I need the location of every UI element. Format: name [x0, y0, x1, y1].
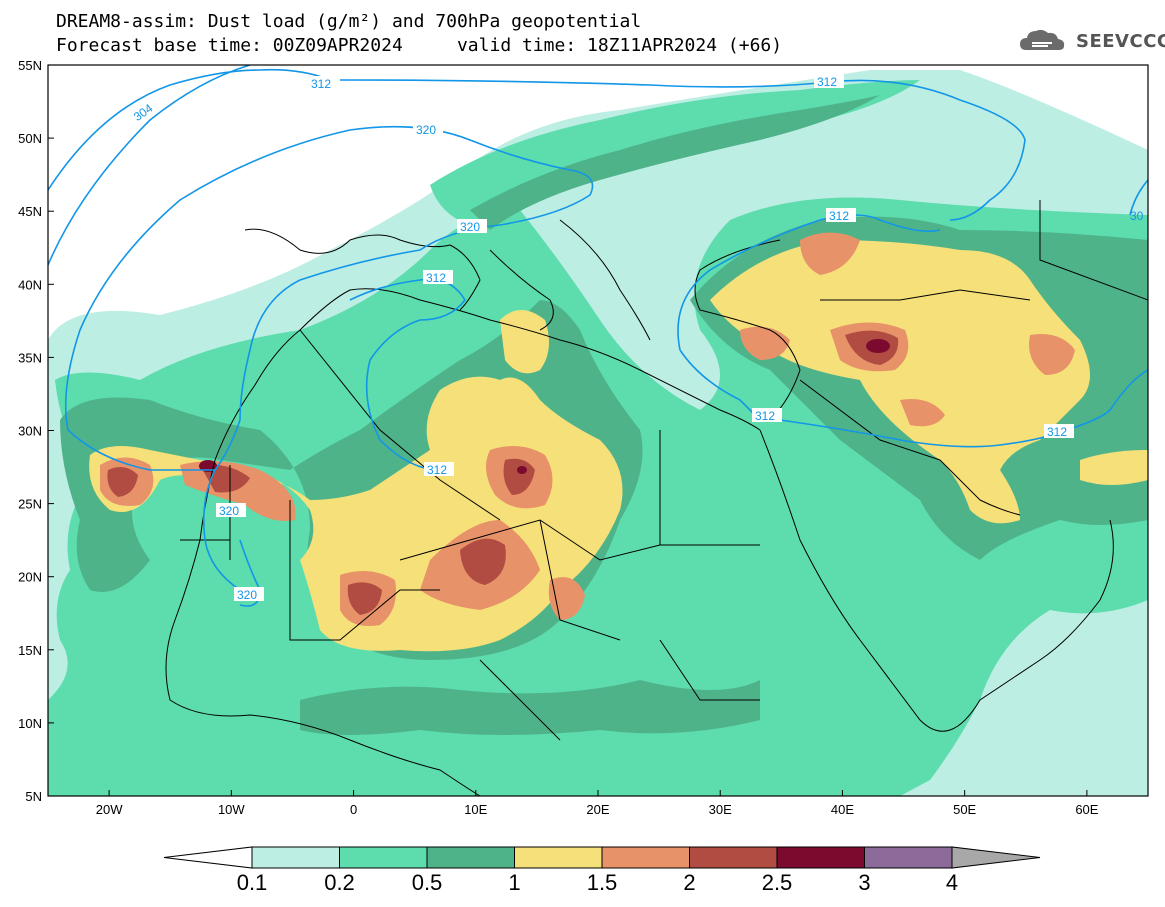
dust-band-europe-dark	[470, 95, 880, 230]
colorbar	[163, 846, 1041, 869]
colorbar-label: 0.2	[324, 870, 355, 895]
contour-label: 312	[829, 209, 849, 223]
lon-tick-label: 20E	[586, 802, 609, 817]
lon-tick-label: 0	[350, 802, 357, 817]
dust-level-1.5-k	[900, 399, 945, 427]
contour-label: 320	[219, 504, 239, 518]
contour-label-box: 312	[308, 76, 338, 91]
dust-band-east	[720, 130, 860, 190]
map-title: DREAM8-assim: Dust load (g/m²) and 700hP…	[56, 11, 642, 32]
lat-tick-label: 20N	[18, 570, 42, 585]
dust-level-2-d	[460, 538, 506, 585]
contour-label: 312	[1047, 425, 1067, 439]
forecast-time-line: Forecast base time: 00Z09APR2024 valid t…	[56, 35, 783, 56]
lon-tick-label: 30E	[709, 802, 732, 817]
colorbar-label: 2.5	[761, 870, 793, 895]
lon-tick-label: 40E	[831, 802, 854, 817]
cloud-icon	[1020, 29, 1065, 50]
lon-tick-label: 60E	[1075, 802, 1098, 817]
colorbar-segment	[339, 846, 428, 869]
contour-label: 320	[237, 588, 257, 602]
colorbar-label: 3	[858, 870, 871, 895]
dust-level-1-oman	[1080, 450, 1148, 485]
contour-label: 30	[1130, 209, 1144, 223]
colorbar-label: 1	[508, 870, 521, 895]
contour-label: 312	[817, 75, 837, 89]
lon-tick-label: 10W	[218, 802, 245, 817]
colorbar-segment	[251, 846, 340, 869]
lat-tick-label: 45N	[18, 204, 42, 219]
colorbar-segment	[689, 846, 778, 869]
colorbar-label: 4	[945, 870, 959, 895]
colorbar-segment	[514, 846, 603, 869]
lat-tick-label: 40N	[18, 277, 42, 292]
lat-tick-label: 55N	[18, 58, 42, 73]
lat-tick-label: 35N	[18, 350, 42, 365]
colorbar-label: 2	[683, 870, 696, 895]
longitude-axis: 20W 10W 0 10E 20E 30E 40E 50E 60E	[96, 790, 1099, 817]
colorbar-segment	[601, 846, 690, 869]
lat-tick-label: 50N	[18, 131, 42, 146]
latitude-axis: 5N 10N 15N 20N 25N 30N 35N 40N 45N 50N 55N	[18, 58, 54, 804]
dust-level-2-e	[503, 458, 535, 495]
contour-label: 320	[460, 220, 480, 234]
colorbar-extend-high	[951, 846, 1041, 869]
lon-tick-label: 50E	[953, 802, 976, 817]
lat-tick-label: 5N	[25, 789, 42, 804]
contour-label: 312	[311, 77, 331, 91]
dust-level-2-a	[107, 466, 138, 497]
dust-level-1.5-j	[1029, 334, 1075, 375]
dust-level-0.5-sahel	[300, 680, 760, 735]
colorbar-segment	[426, 846, 515, 869]
colorbar-label: 1.5	[586, 870, 618, 895]
dust-level-2.5-c	[517, 466, 527, 474]
colorbar-segment	[776, 846, 865, 869]
contour-label: 312	[426, 271, 446, 285]
dust-level-1-east	[710, 240, 1090, 524]
logo-text: SEEVCCC	[1076, 31, 1165, 52]
lat-tick-label: 25N	[18, 497, 42, 512]
dust-field	[48, 65, 1148, 796]
colorbar-label: 0.1	[236, 870, 268, 895]
coastlines	[165, 200, 1148, 796]
lat-tick-label: 10N	[18, 716, 42, 731]
geopotential-contours	[48, 65, 1148, 607]
contour-label: 312	[755, 409, 775, 423]
colorbar-segment	[864, 846, 953, 869]
dust-level-1.5-i	[800, 232, 860, 275]
colorbar-label: 0.5	[411, 870, 443, 895]
lon-tick-label: 10E	[464, 802, 487, 817]
lat-tick-label: 15N	[18, 643, 42, 658]
lat-tick-label: 30N	[18, 424, 42, 439]
dust-level-2-c	[347, 582, 382, 615]
contour-label: 312	[427, 463, 447, 477]
contour-labels: 304 312 320 320 312 312 312 312 312 312 …	[131, 74, 1144, 602]
dust-level-2.5-b	[866, 339, 890, 353]
colorbar-extend-low	[163, 846, 253, 869]
lon-tick-label: 20W	[96, 802, 123, 817]
contour-label: 320	[416, 123, 436, 137]
